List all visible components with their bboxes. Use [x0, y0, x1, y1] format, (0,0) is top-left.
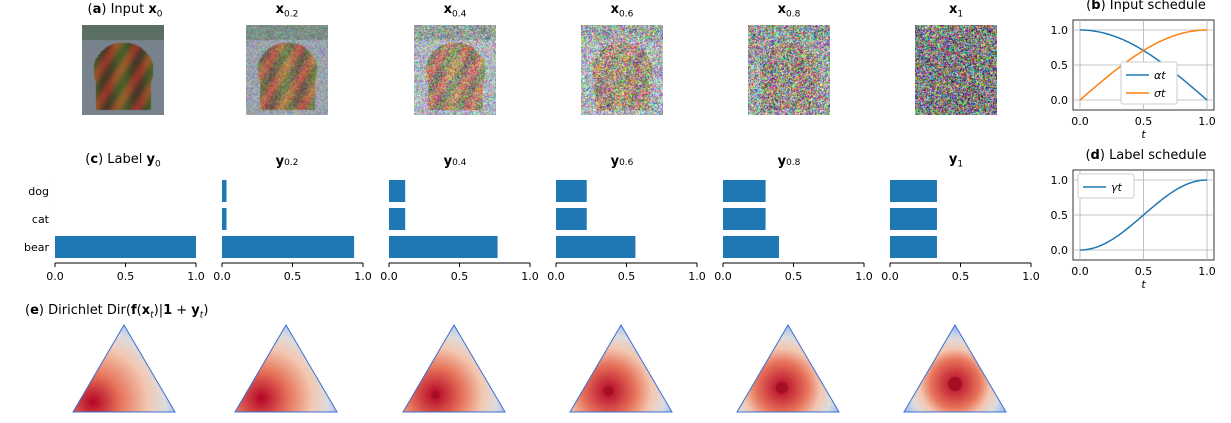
- dirichlet-simplex: [73, 325, 175, 412]
- dirichlet-simplex: [403, 325, 505, 412]
- dirichlet-simplex: [235, 325, 337, 412]
- dirichlet-simplex: [904, 325, 1006, 412]
- density-peak: [776, 382, 788, 394]
- density-peak: [948, 377, 962, 391]
- dirichlet-triangles: [0, 0, 1231, 423]
- density-peak: [431, 391, 439, 399]
- dirichlet-simplex: [737, 325, 839, 412]
- density-peak: [604, 386, 614, 396]
- dirichlet-simplex: [570, 325, 672, 412]
